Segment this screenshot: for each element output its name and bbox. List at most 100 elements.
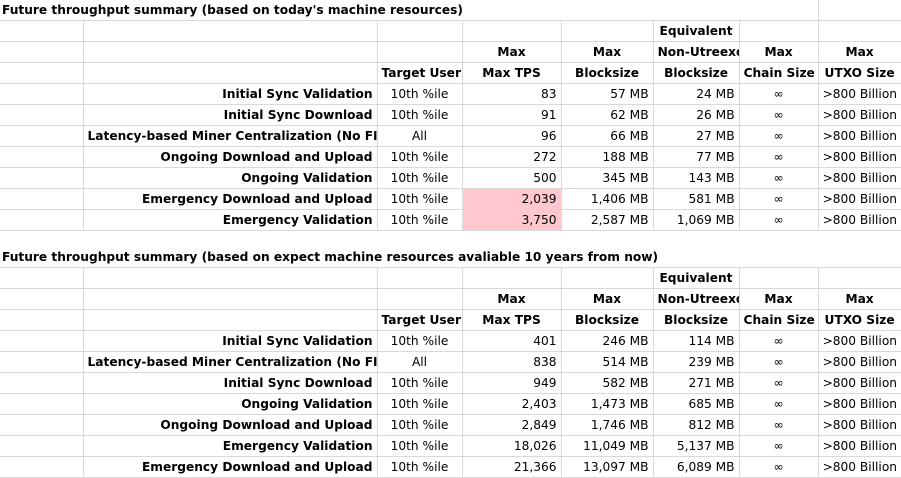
max-tps-cell[interactable]: 500 (462, 167, 562, 189)
max-tps-cell[interactable]: 838 (462, 351, 562, 373)
header-cell[interactable]: Target User (377, 62, 463, 84)
row-label[interactable]: Initial Sync Download (83, 372, 378, 394)
header-cell[interactable] (818, 267, 901, 289)
header-cell[interactable]: Max (462, 41, 562, 63)
max-utxo-size-cell[interactable]: >800 Billion (818, 372, 901, 394)
max-tps-cell[interactable]: 272 (462, 146, 562, 168)
max-tps-cell[interactable]: 401 (462, 330, 562, 352)
max-blocksize-cell[interactable]: 1,746 MB (561, 414, 654, 436)
max-chain-size-cell[interactable]: ∞ (739, 104, 819, 126)
header-cell[interactable] (462, 20, 562, 42)
header-cell[interactable]: Chain Size (739, 309, 819, 331)
section-title[interactable]: Future throughput summary (based on expe… (0, 247, 819, 268)
row-label[interactable]: Ongoing Download and Upload (83, 146, 378, 168)
row-label[interactable]: Initial Sync Validation (83, 330, 378, 352)
non-utreexo-blocksize-cell[interactable]: 239 MB (653, 351, 740, 373)
header-cell[interactable]: Max (818, 41, 901, 63)
header-cell[interactable] (377, 288, 463, 310)
header-cell[interactable] (377, 20, 463, 42)
max-chain-size-cell[interactable]: ∞ (739, 125, 819, 147)
header-cell[interactable]: Chain Size (739, 62, 819, 84)
header-cell[interactable]: Equivalent (653, 267, 740, 289)
non-utreexo-blocksize-cell[interactable]: 24 MB (653, 83, 740, 105)
max-tps-cell[interactable]: 91 (462, 104, 562, 126)
row-label[interactable]: Emergency Download and Upload (83, 456, 378, 478)
target-user-cell[interactable]: 10th %ile (377, 188, 463, 210)
header-cell[interactable]: Max (818, 288, 901, 310)
row-label[interactable]: Latency-based Miner Centralization (No F… (83, 125, 378, 147)
non-utreexo-blocksize-cell[interactable]: 685 MB (653, 393, 740, 415)
target-user-cell[interactable]: 10th %ile (377, 104, 463, 126)
row-label[interactable]: Ongoing Validation (83, 167, 378, 189)
header-cell[interactable]: Non-Utreexo (653, 288, 740, 310)
header-cell[interactable]: Target User (377, 309, 463, 331)
target-user-cell[interactable]: 10th %ile (377, 209, 463, 231)
header-cell[interactable]: Max (739, 288, 819, 310)
header-cell[interactable] (377, 41, 463, 63)
row-label[interactable]: Emergency Validation (83, 209, 378, 231)
header-cell[interactable] (561, 20, 654, 42)
max-tps-cell[interactable]: 949 (462, 372, 562, 394)
section-title[interactable]: Future throughput summary (based on toda… (0, 0, 654, 21)
max-blocksize-cell[interactable]: 57 MB (561, 83, 654, 105)
max-chain-size-cell[interactable]: ∞ (739, 146, 819, 168)
max-utxo-size-cell[interactable]: >800 Billion (818, 414, 901, 436)
header-cell[interactable] (739, 267, 819, 289)
header-cell[interactable] (462, 267, 562, 289)
header-cell[interactable]: Non-Utreexo (653, 41, 740, 63)
max-blocksize-cell[interactable]: 66 MB (561, 125, 654, 147)
header-cell[interactable]: Blocksize (561, 309, 654, 331)
max-chain-size-cell[interactable]: ∞ (739, 435, 819, 457)
max-utxo-size-cell[interactable]: >800 Billion (818, 435, 901, 457)
target-user-cell[interactable]: 10th %ile (377, 167, 463, 189)
max-chain-size-cell[interactable]: ∞ (739, 167, 819, 189)
max-chain-size-cell[interactable]: ∞ (739, 351, 819, 373)
non-utreexo-blocksize-cell[interactable]: 77 MB (653, 146, 740, 168)
non-utreexo-blocksize-cell[interactable]: 114 MB (653, 330, 740, 352)
header-cell[interactable]: UTXO Size (818, 62, 901, 84)
max-chain-size-cell[interactable]: ∞ (739, 209, 819, 231)
non-utreexo-blocksize-cell[interactable]: 143 MB (653, 167, 740, 189)
max-utxo-size-cell[interactable]: >800 Billion (818, 209, 901, 231)
row-label[interactable]: Ongoing Download and Upload (83, 414, 378, 436)
non-utreexo-blocksize-cell[interactable]: 1,069 MB (653, 209, 740, 231)
row-label[interactable]: Ongoing Validation (83, 393, 378, 415)
max-utxo-size-cell[interactable]: >800 Billion (818, 167, 901, 189)
target-user-cell[interactable]: 10th %ile (377, 456, 463, 478)
max-blocksize-cell[interactable]: 13,097 MB (561, 456, 654, 478)
max-chain-size-cell[interactable]: ∞ (739, 188, 819, 210)
max-tps-cell[interactable]: 21,366 (462, 456, 562, 478)
max-utxo-size-cell[interactable]: >800 Billion (818, 104, 901, 126)
max-blocksize-cell[interactable]: 188 MB (561, 146, 654, 168)
max-utxo-size-cell[interactable]: >800 Billion (818, 393, 901, 415)
max-blocksize-cell[interactable]: 62 MB (561, 104, 654, 126)
max-blocksize-cell[interactable]: 1,406 MB (561, 188, 654, 210)
max-tps-cell[interactable]: 18,026 (462, 435, 562, 457)
max-chain-size-cell[interactable]: ∞ (739, 330, 819, 352)
max-utxo-size-cell[interactable]: >800 Billion (818, 188, 901, 210)
non-utreexo-blocksize-cell[interactable]: 812 MB (653, 414, 740, 436)
max-utxo-size-cell[interactable]: >800 Billion (818, 330, 901, 352)
header-cell[interactable] (377, 267, 463, 289)
max-blocksize-cell[interactable]: 514 MB (561, 351, 654, 373)
target-user-cell[interactable]: 10th %ile (377, 330, 463, 352)
max-chain-size-cell[interactable]: ∞ (739, 456, 819, 478)
max-utxo-size-cell[interactable]: >800 Billion (818, 83, 901, 105)
max-chain-size-cell[interactable]: ∞ (739, 414, 819, 436)
target-user-cell[interactable]: 10th %ile (377, 393, 463, 415)
header-cell[interactable]: Max (462, 288, 562, 310)
max-chain-size-cell[interactable]: ∞ (739, 83, 819, 105)
row-label[interactable]: Latency-based Miner Centralization (No F… (83, 351, 378, 373)
row-label[interactable]: Emergency Validation (83, 435, 378, 457)
non-utreexo-blocksize-cell[interactable]: 581 MB (653, 188, 740, 210)
header-cell[interactable] (818, 20, 901, 42)
max-blocksize-cell[interactable]: 2,587 MB (561, 209, 654, 231)
non-utreexo-blocksize-cell[interactable]: 26 MB (653, 104, 740, 126)
max-utxo-size-cell[interactable]: >800 Billion (818, 456, 901, 478)
header-cell[interactable]: Blocksize (561, 62, 654, 84)
max-blocksize-cell[interactable]: 1,473 MB (561, 393, 654, 415)
header-cell[interactable]: Equivalent (653, 20, 740, 42)
row-label[interactable]: Initial Sync Validation (83, 83, 378, 105)
non-utreexo-blocksize-cell[interactable]: 6,089 MB (653, 456, 740, 478)
header-cell[interactable]: UTXO Size (818, 309, 901, 331)
